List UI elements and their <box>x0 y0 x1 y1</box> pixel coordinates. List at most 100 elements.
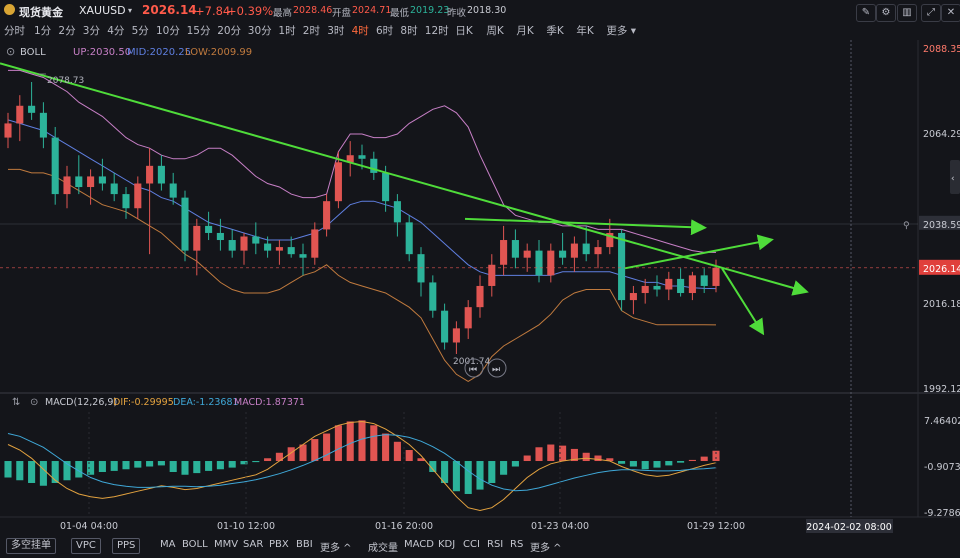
period-7[interactable]: 15分 <box>186 25 211 37</box>
side-panel-toggle[interactable] <box>950 160 960 194</box>
period-6[interactable]: 10分 <box>156 25 180 37</box>
low-annotation: 2001.74 <box>453 357 490 367</box>
period-12[interactable]: 3时 <box>327 25 345 37</box>
symbol-name[interactable]: 现货黄金 <box>19 6 63 19</box>
candle-body-17 <box>205 225 213 233</box>
candle-body-35 <box>417 254 425 283</box>
sub-ind-macd[interactable]: MACD <box>404 539 434 550</box>
candle-body-7 <box>87 176 95 188</box>
period-19[interactable]: 月K <box>516 25 534 37</box>
candle-body-20 <box>240 236 248 251</box>
main-ind-mmv[interactable]: MMV <box>214 539 239 550</box>
order-book-button[interactable]: 多空挂单 <box>6 538 56 554</box>
candle-body-9 <box>110 183 118 195</box>
trend-line-2 <box>624 234 774 270</box>
macd-bar-5 <box>63 461 71 481</box>
macd-bar-18 <box>216 461 224 470</box>
vpc-button[interactable]: VPC <box>71 538 101 554</box>
boll-low-value: LOW:2009.99 <box>185 47 252 58</box>
candle-body-39 <box>464 307 472 329</box>
symbol-code[interactable]: XAUUSD <box>79 4 126 17</box>
symbol-dropdown-icon[interactable]: ▾ <box>128 6 133 15</box>
kline-chart[interactable]: ⊙ BOLL UP:2030.50 MID:2020.25 LOW:2009.9… <box>0 0 960 536</box>
period-3[interactable]: 3分 <box>82 25 100 37</box>
main-ind-pbx[interactable]: PBX <box>269 539 289 550</box>
sub-ind-more[interactable]: 更多 ^ <box>530 543 562 554</box>
macd-bar-48 <box>570 448 578 462</box>
period-5[interactable]: 5分 <box>131 25 149 37</box>
trend-lines <box>0 62 809 336</box>
next-page-icon: ⏭ <box>492 365 500 375</box>
sub-ind-cci[interactable]: CCI <box>463 539 480 550</box>
prev-page-button[interactable] <box>464 358 484 378</box>
candle-body-48 <box>570 243 578 258</box>
period-1[interactable]: 1分 <box>34 25 52 37</box>
macd-bar-34 <box>405 450 413 462</box>
candle-body-2 <box>28 105 36 113</box>
candle-body-12 <box>146 165 154 184</box>
macd-axis-label-1: -0.90732 <box>924 462 960 473</box>
macd-bar-12 <box>146 461 154 467</box>
expand-icon[interactable]: ⤢ <box>921 4 941 22</box>
main-ind-ma[interactable]: MA <box>160 539 176 550</box>
period-9[interactable]: 30分 <box>247 25 272 37</box>
stat-high-value: 2028.46 <box>293 5 333 16</box>
close-icon[interactable]: ✕ <box>941 4 960 22</box>
macd-bar-42 <box>500 461 508 475</box>
macd-settings-icon[interactable]: ⊙ <box>30 397 38 408</box>
macd-bar-17 <box>205 461 213 471</box>
price-axis-label-5: 1992.12 <box>923 384 960 395</box>
settings-icon[interactable]: ⚙ <box>876 4 896 22</box>
candle-body-40 <box>476 285 484 308</box>
boll-name: BOLL <box>20 47 46 58</box>
draw-tool-icon[interactable]: ✎ <box>856 4 876 22</box>
macd-bar-11 <box>134 461 142 468</box>
period-4[interactable]: 4分 <box>107 25 125 37</box>
sub-ind-volume[interactable]: 成交量 <box>368 543 398 554</box>
period-22[interactable]: 更多 ▾ <box>606 25 636 37</box>
macd-bar-51 <box>606 458 614 462</box>
period-14[interactable]: 6时 <box>376 25 394 37</box>
period-0[interactable]: 分时 <box>4 25 25 37</box>
main-ind-boll[interactable]: BOLL <box>182 539 208 550</box>
next-page-button[interactable] <box>487 358 507 378</box>
period-8[interactable]: 20分 <box>217 25 242 37</box>
macd-bar-53 <box>629 461 637 467</box>
main-ind-more[interactable]: 更多 ^ <box>320 543 352 554</box>
boll-settings-icon[interactable]: ⊙ <box>6 45 15 58</box>
period-21[interactable]: 年K <box>576 25 594 37</box>
macd-bar-38 <box>452 461 460 492</box>
sub-ind-rs[interactable]: RS <box>510 539 524 550</box>
period-10[interactable]: 1时 <box>278 25 296 37</box>
period-2[interactable]: 2分 <box>58 25 76 37</box>
period-11[interactable]: 2时 <box>302 25 320 37</box>
time-label-4: 01-29 12:00 <box>687 521 745 532</box>
period-17[interactable]: 日K <box>455 25 473 37</box>
boll-up-line <box>8 69 716 253</box>
time-label-2: 01-16 20:00 <box>375 521 433 532</box>
macd-name: MACD(12,26,9) <box>45 397 117 408</box>
candle-body-18 <box>216 232 224 241</box>
stat-high-label: 最高 <box>273 8 293 19</box>
macd-bar-55 <box>653 461 661 468</box>
macd-bar-20 <box>240 461 248 465</box>
period-18[interactable]: 周K <box>486 25 504 37</box>
sub-ind-kdj[interactable]: KDJ <box>438 539 456 550</box>
macd-dea-value: DEA:-1.23681 <box>173 397 239 408</box>
macd-bar-4 <box>51 461 59 483</box>
candle-body-10 <box>122 194 130 209</box>
indicator-icon[interactable]: ▥ <box>897 4 917 22</box>
macd-bar-9 <box>110 461 118 471</box>
main-ind-bbi[interactable]: BBI <box>296 539 313 550</box>
period-20[interactable]: 季K <box>546 25 564 37</box>
boll-mid-line <box>7 119 717 290</box>
macd-bar-60 <box>712 450 720 462</box>
sub-ind-rsi[interactable]: RSI <box>487 539 504 550</box>
period-16[interactable]: 12时 <box>424 25 449 37</box>
pps-button[interactable]: PPS <box>112 538 141 554</box>
period-15[interactable]: 8时 <box>400 25 418 37</box>
candle-body-53 <box>629 293 637 301</box>
main-ind-sar[interactable]: SAR <box>243 539 264 550</box>
macd-switch-icon[interactable]: ⇅ <box>12 397 20 408</box>
period-13[interactable]: 4时 <box>351 25 369 37</box>
